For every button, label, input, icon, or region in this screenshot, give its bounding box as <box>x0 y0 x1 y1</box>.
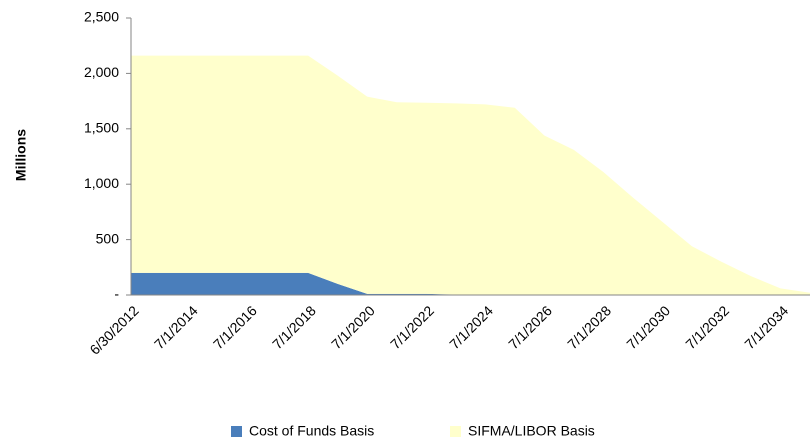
x-tick-label: 7/1/2032 <box>682 302 732 352</box>
x-tick-label: 7/1/2030 <box>623 302 673 352</box>
y-tick-label: 1,500 <box>84 120 119 136</box>
x-tick-label: 7/1/2024 <box>446 302 496 352</box>
x-tick-label: 7/1/2034 <box>741 302 791 352</box>
area <box>131 55 810 296</box>
x-tick-label: 7/1/2018 <box>269 302 319 352</box>
x-tick-label: 7/1/2020 <box>328 302 378 352</box>
y-tick-label: - <box>114 286 119 302</box>
x-tick-label: 6/30/2012 <box>86 302 142 358</box>
x-tick-label: 7/1/2014 <box>151 302 201 352</box>
legend-label: Cost of Funds Basis <box>249 423 374 438</box>
legend-label: SIFMA/LIBOR Basis <box>468 423 595 438</box>
y-tick-label: 1,000 <box>84 175 119 191</box>
y-tick-label: 2,000 <box>84 64 119 80</box>
area <box>131 272 810 295</box>
y-tick-label: 2,500 <box>84 9 119 25</box>
x-tick-label: 7/1/2026 <box>505 302 555 352</box>
legend-swatch <box>450 426 461 437</box>
y-axis-label: Millions <box>13 129 29 181</box>
x-tick-label: 7/1/2028 <box>564 302 614 352</box>
legend-swatch <box>231 426 242 437</box>
y-tick-label: 500 <box>96 230 120 246</box>
x-tick-label: 7/1/2016 <box>210 302 260 352</box>
x-tick-label: 7/1/2022 <box>387 302 437 352</box>
